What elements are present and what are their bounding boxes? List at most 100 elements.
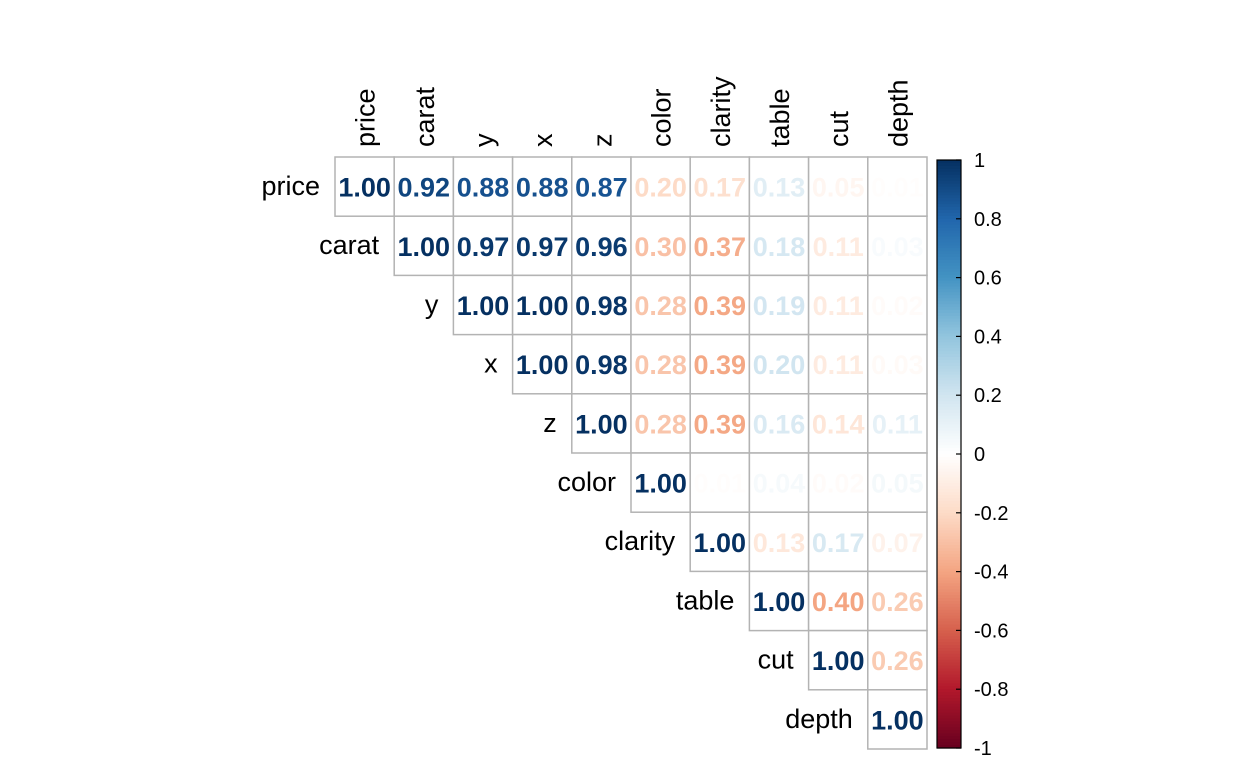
cell-value-price-z: 0.87 <box>575 173 628 203</box>
cell-color-depth <box>867 452 928 513</box>
colorbar-swatch <box>937 595 961 599</box>
colorbar-swatch <box>937 706 961 711</box>
colorbar-swatch <box>937 383 961 387</box>
cell-value-carat-table: 0.18 <box>753 232 806 262</box>
colorbar-swatch <box>937 168 961 173</box>
cell-price-table <box>748 156 810 217</box>
colorbar-swatch <box>937 568 961 573</box>
cell-value-price-clarity: 0.17 <box>694 173 747 203</box>
colorbar-swatch <box>937 292 961 296</box>
colorbar-swatch <box>937 477 961 482</box>
colorbar-swatch <box>937 380 961 385</box>
column-label-z: z <box>587 134 617 148</box>
colorbar-swatch <box>937 489 961 493</box>
cell-value-cut-depth: 0.26 <box>871 646 924 676</box>
colorbar-swatch <box>937 436 961 440</box>
row-label-z: z <box>543 408 557 438</box>
cell-y-color <box>630 274 691 336</box>
colorbar-tick-label: 0.2 <box>974 385 1002 407</box>
cell-value-carat-color: 0.30 <box>634 232 687 262</box>
colorbar-swatch <box>937 606 961 611</box>
colorbar-swatch <box>937 180 961 185</box>
colorbar-tick-label: -0.4 <box>974 562 1008 584</box>
cell-value-x-clarity: 0.39 <box>694 350 747 380</box>
colorbar-swatch <box>937 389 961 393</box>
row-label-color: color <box>557 467 616 497</box>
colorbar-swatch <box>937 248 961 252</box>
colorbar-swatch <box>937 621 961 626</box>
cell-clarity-cut <box>807 511 869 573</box>
cell-value-z-table: 0.16 <box>753 409 806 439</box>
colorbar-swatch <box>937 633 961 637</box>
colorbar-swatch <box>937 218 961 223</box>
colorbar-swatch <box>937 392 961 396</box>
colorbar-swatch <box>937 333 961 337</box>
colorbar-swatch <box>937 239 961 243</box>
colorbar-swatch <box>937 257 961 261</box>
colorbar-swatch <box>937 324 961 329</box>
cell-x-x <box>511 333 573 395</box>
cell-value-clarity-depth: 0.07 <box>871 528 924 558</box>
colorbar-tick-label: -0.2 <box>974 503 1008 525</box>
cell-value-price-cut: 0.05 <box>812 173 865 203</box>
cell-value-table-table: 1.00 <box>753 587 806 617</box>
row-label-depth: depth <box>785 704 853 734</box>
colorbar-swatch <box>937 424 961 429</box>
cell-value-z-clarity: 0.39 <box>694 409 747 439</box>
cell-value-color-depth: 0.05 <box>871 469 924 499</box>
colorbar-swatch <box>937 398 961 402</box>
colorbar-swatch <box>937 259 961 264</box>
colorbar-swatch <box>937 245 961 249</box>
colorbar-tick-label: 0.8 <box>974 209 1002 231</box>
colorbar-swatch <box>937 527 961 532</box>
colorbar-swatch <box>937 656 961 661</box>
colorbar-swatch <box>937 359 961 364</box>
colorbar-swatch <box>937 209 961 214</box>
colorbar-swatch <box>937 406 961 411</box>
cell-value-x-z: 0.98 <box>575 350 628 380</box>
cell-carat-cut <box>807 215 869 277</box>
cell-value-color-clarity: 0.01 <box>694 469 747 499</box>
colorbar-swatch <box>937 615 961 620</box>
colorbar-swatch <box>937 345 961 349</box>
column-label-x: x <box>528 133 558 147</box>
colorbar-swatch <box>937 280 961 285</box>
colorbar-swatch <box>937 662 961 667</box>
colorbar-swatch <box>937 177 961 182</box>
colorbar-swatch <box>937 501 961 505</box>
cell-value-clarity-clarity: 1.00 <box>694 528 747 558</box>
cell-value-color-table: 0.04 <box>753 469 806 499</box>
colorbar-swatch <box>937 686 961 690</box>
cell-value-color-cut: 0.02 <box>812 469 865 499</box>
colorbar-swatch <box>937 445 961 449</box>
colorbar-swatch <box>937 254 961 258</box>
colorbar-swatch <box>937 742 961 746</box>
colorbar-swatch <box>937 645 961 649</box>
row-label-clarity: clarity <box>605 526 676 556</box>
colorbar-swatch <box>937 233 961 238</box>
colorbar-swatch <box>937 342 961 346</box>
colorbar-swatch <box>937 351 961 355</box>
colorbar-swatch <box>937 171 961 176</box>
cell-depth-depth <box>867 689 928 750</box>
colorbar-swatch <box>937 295 961 299</box>
column-label-color: color <box>647 88 677 147</box>
cell-cut-cut <box>807 629 869 691</box>
colorbar-swatch <box>937 365 961 370</box>
colorbar-tick-label: -0.8 <box>974 679 1008 701</box>
colorbar-swatch <box>937 680 961 684</box>
colorbar-swatch <box>937 509 961 514</box>
cell-price-depth <box>867 156 928 217</box>
colorbar-swatch <box>937 709 961 714</box>
row-label-price: price <box>261 171 320 201</box>
colorbar-swatch <box>937 409 961 414</box>
cell-value-x-table: 0.20 <box>753 350 806 380</box>
colorbar-swatch <box>937 348 961 352</box>
colorbar-swatch <box>937 415 961 420</box>
cell-y-x <box>511 274 573 336</box>
colorbar-swatch <box>937 639 961 643</box>
cell-value-y-cut: 0.11 <box>813 291 864 321</box>
cell-z-depth <box>867 393 928 454</box>
cell-value-depth-depth: 1.00 <box>871 705 924 735</box>
colorbar-swatch <box>937 530 961 534</box>
